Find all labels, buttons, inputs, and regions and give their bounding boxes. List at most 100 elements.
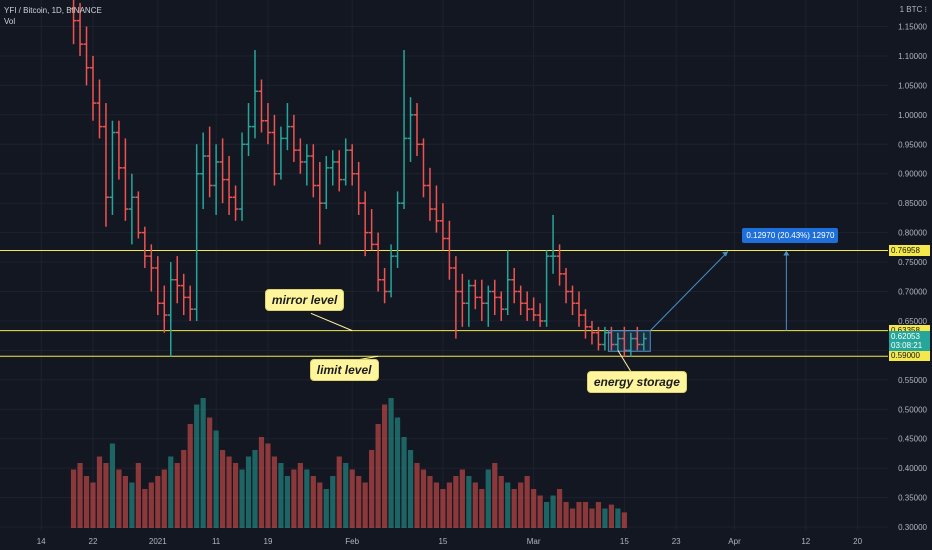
- volume-bar: [556, 489, 563, 528]
- volume-bar: [336, 456, 342, 528]
- time-axis-tick-label: 12: [801, 537, 810, 546]
- volume-bar: [349, 469, 355, 528]
- volume-bar: [382, 404, 388, 528]
- volume-bar: [375, 424, 381, 528]
- volume-bar: [621, 512, 627, 528]
- volume-bar: [531, 489, 537, 528]
- time-axis-tick-label: 15: [620, 537, 629, 546]
- price-axis-tick-label: 0.50000: [898, 405, 927, 414]
- volume-bar: [194, 404, 200, 528]
- volume-bar: [369, 450, 375, 528]
- volume-bar: [427, 476, 433, 528]
- callout-energy-storage: energy storage: [586, 370, 687, 393]
- volume-bar: [602, 508, 608, 528]
- volume-bar: [220, 450, 226, 528]
- current-price-tag: 0.62053 03:08:21: [889, 331, 930, 352]
- volume-bar: [582, 502, 589, 528]
- volume-bar: [407, 450, 414, 528]
- price-axis-tick-label: 0.70000: [898, 288, 927, 297]
- volume-bar: [103, 463, 109, 528]
- volume-bar: [284, 476, 290, 528]
- projection-arrowhead: [722, 251, 729, 257]
- volume-bar: [278, 463, 284, 528]
- consolidation-box: [607, 330, 651, 352]
- volume-bar: [330, 476, 336, 528]
- volume-bar: [226, 456, 232, 528]
- volume-bar: [317, 482, 323, 528]
- time-axis-tick-label: 23: [672, 537, 681, 546]
- price-axis-tick-label: 1.10000: [898, 52, 927, 61]
- volume-bar: [563, 502, 569, 528]
- volume-bar: [297, 463, 303, 528]
- volume-bar: [459, 469, 465, 528]
- volume-bar: [96, 456, 103, 528]
- volume-bars: [70, 398, 627, 528]
- volume-bar: [239, 469, 245, 528]
- volume-bar: [70, 469, 77, 528]
- volume-bar: [505, 482, 511, 528]
- callout-limit-level: limit level: [309, 359, 379, 381]
- volume-bar: [595, 502, 602, 528]
- volume-bar: [291, 469, 297, 528]
- price-axis-tick-label: 0.75000: [898, 258, 927, 267]
- current-price-value: 0.62053: [891, 332, 920, 342]
- volume-bar: [200, 398, 206, 528]
- horizontal-lines[interactable]: [0, 250, 888, 357]
- volume-bar: [492, 463, 498, 528]
- price-axis-tick-label: 0.80000: [898, 229, 927, 238]
- volume-bar: [479, 489, 485, 528]
- callout-mirror-level: mirror level: [264, 289, 345, 312]
- time-axis-tick-label: 20: [853, 537, 862, 546]
- volume-bar: [187, 424, 193, 528]
- bar-countdown: 03:08:21: [891, 341, 923, 351]
- candlesticks: [70, 0, 647, 357]
- volume-bar: [615, 508, 621, 528]
- volume-bar: [252, 450, 258, 528]
- volume-bar: [511, 489, 517, 528]
- volume-bar: [77, 463, 83, 528]
- symbol-title[interactable]: YFI / Bitcoin, 1D, BINANCE: [4, 6, 102, 15]
- volume-bar: [569, 508, 576, 528]
- time-axis-tick-label: 2021: [149, 537, 167, 546]
- volume-bar: [245, 456, 252, 528]
- volume-bar: [90, 482, 96, 528]
- energy-storage-pointer: [617, 350, 634, 376]
- price-axis-tick-label: 0.65000: [898, 317, 927, 326]
- volume-bar: [401, 437, 407, 528]
- price-axis-tick-label: 1.15000: [898, 23, 927, 32]
- volume-bar: [362, 482, 368, 528]
- volume-bar: [414, 463, 420, 528]
- volume-bar: [485, 469, 491, 528]
- volume-indicator-label[interactable]: Vol: [4, 17, 16, 26]
- volume-bar: [174, 463, 180, 528]
- volume-bar: [498, 476, 504, 528]
- drawings[interactable]: [310, 250, 790, 376]
- projection-line: [649, 251, 729, 331]
- price-axis-tick-label: 0.45000: [898, 435, 927, 444]
- volume-bar: [518, 482, 524, 528]
- volume-bar: [181, 450, 187, 528]
- time-axis-tick-label: Apr: [728, 537, 741, 546]
- volume-bar: [472, 482, 478, 528]
- volume-bar: [116, 469, 122, 528]
- time-axis[interactable]: 14 22 2021 11 19 Feb 15 Mar 15 23 Apr 12 20: [37, 537, 863, 546]
- volume-bar: [232, 463, 239, 528]
- volume-bar: [466, 476, 472, 528]
- price-tag: 0.59000: [889, 350, 930, 362]
- volume-bar: [148, 482, 154, 528]
- time-axis-tick-label: 15: [438, 537, 447, 546]
- volume-bar: [343, 463, 349, 528]
- measure-arrowhead: [783, 250, 790, 256]
- price-axis-tick-label: 1.00000: [898, 111, 927, 120]
- price-axis-tick-label: 0.90000: [898, 170, 927, 179]
- chart-legend: YFI / Bitcoin, 1D, BINANCE Vol: [4, 5, 102, 27]
- volume-bar: [135, 463, 141, 528]
- volume-bar: [304, 469, 310, 528]
- price-axis-tick-label: 1.05000: [898, 81, 927, 90]
- time-axis-tick-label: 19: [264, 537, 273, 546]
- volume-bar: [207, 417, 213, 528]
- volume-bar: [550, 495, 556, 528]
- volume-bar: [83, 476, 90, 528]
